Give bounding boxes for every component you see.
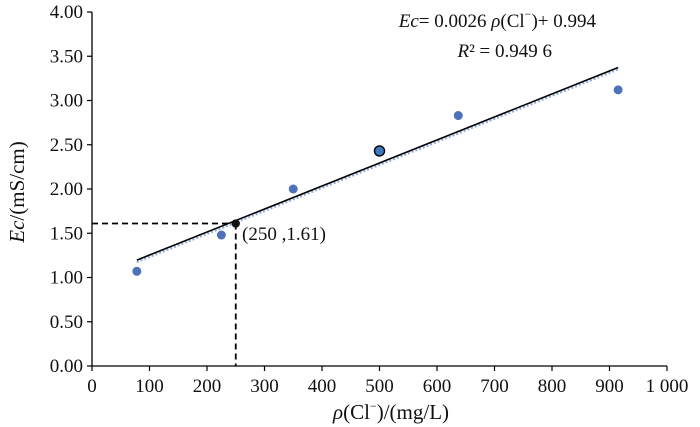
- regression-line: [136, 66, 619, 261]
- marker-point-label: (250 ,1.61): [242, 224, 326, 245]
- x-tick-label: 500: [365, 376, 394, 397]
- y-tick-label: 2.00: [50, 179, 83, 200]
- data-point: [288, 184, 298, 194]
- x-tick-label: 900: [595, 376, 624, 397]
- y-tick-label: 0.00: [50, 356, 83, 377]
- y-tick-label: 3.50: [50, 46, 83, 67]
- x-axis-title: ρ(Cl−)/(mg/L): [332, 399, 449, 424]
- guide-lines: [92, 222, 237, 366]
- x-tick-label: 400: [308, 376, 337, 397]
- y-tick-label: 1.50: [50, 223, 83, 244]
- data-point: [216, 230, 226, 240]
- data-point: [132, 266, 142, 276]
- y-tick-label: 1.00: [50, 268, 83, 289]
- x-tick-label: 100: [135, 376, 164, 397]
- y-tick-label: 0.50: [50, 312, 83, 333]
- x-tick-label: 200: [193, 376, 222, 397]
- regression-equation: Ec= 0.0026 ρ(Cl−)+ 0.994: [398, 7, 597, 32]
- y-tick-label: 4.00: [50, 2, 83, 23]
- x-tick-label: 1 000: [646, 376, 689, 397]
- text-labels: ρ(Cl−)/(mg/L) Ec/(mS/cm) Ec= 0.0026 ρ(Cl…: [5, 7, 596, 424]
- y-tick-label: 3.00: [50, 91, 83, 112]
- marker-point: [231, 219, 240, 228]
- x-tick-label: 0: [87, 376, 97, 397]
- data-point: [453, 111, 463, 121]
- x-tick-label: 300: [250, 376, 279, 397]
- data-point-highlighted: [373, 145, 386, 157]
- data-point: [613, 85, 623, 95]
- fit-line-group: [136, 66, 619, 264]
- r-squared-label: R² = 0.949 6: [456, 41, 552, 62]
- x-tick-label: 800: [538, 376, 567, 397]
- trendline-dotted: [136, 68, 619, 264]
- x-tick-label: 700: [480, 376, 509, 397]
- axes: 0.00 0.50 1.00 1.50 2.00 2.50 3.00 3.50 4.00 0 100…: [50, 2, 689, 397]
- y-tick-label: 2.50: [50, 135, 83, 156]
- y-axis-title: Ec/(mS/cm): [5, 141, 29, 243]
- x-tick-label: 600: [423, 376, 452, 397]
- data-points: [132, 85, 623, 276]
